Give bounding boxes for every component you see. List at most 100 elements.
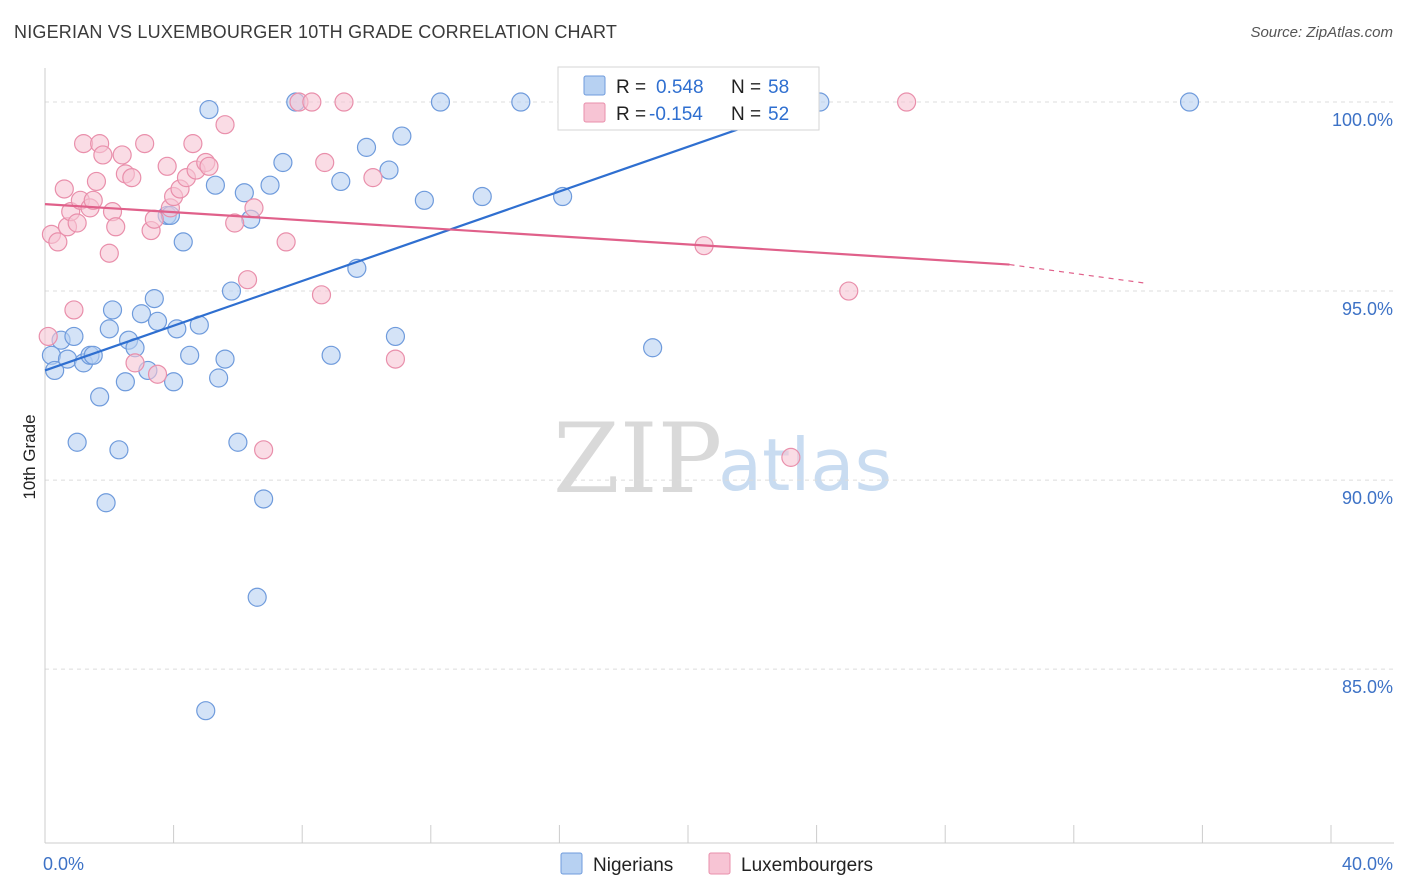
luxembourgers-point: [897, 92, 917, 112]
nigerians-point: [83, 345, 103, 365]
nigerians-point: [356, 137, 377, 157]
y-tick-label: 95.0%: [1342, 299, 1393, 319]
luxembourgers-point: [93, 145, 113, 165]
luxembourgers-point: [38, 326, 58, 347]
luxembourgers-r-label: R =: [616, 104, 646, 125]
nigerians-point: [205, 175, 225, 195]
luxembourgers-point: [157, 156, 177, 176]
trend-lines: [44, 100, 1148, 372]
nigerians-point: [215, 349, 235, 369]
watermark-zip: ZIP: [553, 403, 722, 515]
y-tick-label: 100.0%: [1332, 110, 1393, 130]
watermark-atlas: atlas: [718, 423, 892, 507]
legend-nigerians-swatch: [560, 852, 583, 875]
luxembourgers-trendline: [44, 202, 1010, 266]
nigerians-point: [196, 701, 216, 721]
luxembourgers-point: [363, 168, 383, 188]
nigerians-point: [209, 368, 229, 388]
luxembourgers-point: [237, 270, 258, 290]
luxembourgers-point: [199, 156, 219, 176]
luxembourgers-point: [122, 168, 142, 188]
nigerians-point: [273, 152, 293, 173]
nigerians-point: [392, 126, 412, 146]
x-tick-label: 0.0%: [43, 854, 84, 874]
nigerians-point: [430, 92, 451, 112]
nigerians-point: [144, 289, 164, 309]
nigerians-point: [254, 489, 274, 509]
luxembourgers-point: [106, 217, 126, 237]
luxembourgers-point: [315, 152, 335, 173]
nigerians-point: [228, 432, 248, 452]
nigerians-point: [102, 300, 123, 320]
luxembourgers-point: [334, 92, 354, 112]
luxembourgers-point: [83, 190, 103, 210]
nigerians-point: [164, 372, 184, 392]
x-tick-label: 40.0%: [1342, 854, 1393, 874]
nigerians-point: [321, 345, 341, 365]
nigerians-point: [1179, 92, 1200, 112]
nigerians-point: [221, 281, 242, 301]
nigerians-point: [247, 587, 267, 607]
nigerians-point: [472, 186, 492, 207]
nigerians-point: [511, 92, 531, 112]
luxembourgers-n-value: 52: [768, 104, 789, 125]
luxembourgers-point: [225, 213, 245, 233]
nigerians-n-value: 58: [768, 77, 789, 98]
luxembourgers-point: [311, 285, 332, 305]
nigerians-point: [331, 171, 351, 192]
luxembourgers-r-value: -0.154: [649, 104, 703, 125]
luxembourgers-point: [99, 243, 119, 263]
nigerians-r-label: R =: [616, 77, 646, 98]
luxembourgers-point: [385, 349, 406, 369]
legend-luxembourgers-swatch: [708, 852, 731, 875]
nigerians-r-value: 0.548: [656, 77, 704, 98]
luxembourgers-point: [86, 171, 107, 192]
luxembourgers-point: [302, 92, 322, 112]
luxembourgers-point: [48, 232, 68, 252]
nigerians-point: [115, 372, 135, 392]
luxembourgers-point: [67, 213, 87, 233]
stats-legend: R = 0.548 N = 58 R = -0.154 N = 52: [557, 66, 820, 131]
nigerians-point: [643, 338, 663, 358]
nigerians-point: [147, 311, 168, 331]
source-credit: Source: ZipAtlas.com: [1250, 24, 1393, 41]
series-legend: Nigerians Luxembourgers: [560, 852, 873, 876]
nigerians-point: [173, 232, 193, 252]
y-tick-label: 85.0%: [1342, 677, 1393, 697]
tick-labels: 100.0% 95.0% 90.0% 85.0% 0.0% 40.0%: [43, 110, 1393, 874]
luxembourgers-trendline-extension: [1009, 263, 1148, 285]
luxembourgers-point: [73, 134, 94, 154]
nigerians-point: [379, 160, 399, 180]
luxembourgers-swatch: [583, 102, 606, 123]
luxembourgers-point: [112, 145, 132, 165]
nigerians-point: [199, 99, 219, 120]
legend-luxembourgers-label: Luxembourgers: [741, 855, 873, 876]
luxembourgers-points: [38, 92, 917, 467]
nigerians-point: [414, 190, 434, 210]
nigerians-point: [90, 387, 110, 407]
y-axis-label: 10th Grade: [20, 414, 39, 499]
nigerians-point: [180, 345, 200, 365]
luxembourgers-point: [125, 353, 145, 373]
nigerians-point: [385, 326, 406, 347]
nigerians-point: [67, 432, 87, 452]
axes: [44, 68, 1394, 844]
luxembourgers-point: [244, 198, 264, 218]
nigerians-point: [99, 319, 119, 339]
chart-title: NIGERIAN VS LUXEMBOURGER 10TH GRADE CORR…: [14, 22, 618, 42]
nigerians-trendline: [44, 100, 817, 372]
nigerians-point: [64, 326, 84, 347]
luxembourgers-point: [215, 115, 235, 135]
legend-nigerians-label: Nigerians: [593, 855, 673, 876]
luxembourgers-point: [781, 447, 801, 467]
luxembourgers-point: [147, 364, 168, 384]
luxembourgers-point: [183, 134, 203, 154]
luxembourgers-point: [64, 300, 84, 320]
luxembourgers-n-label: N =: [731, 104, 761, 125]
luxembourgers-point: [54, 179, 74, 199]
luxembourgers-point: [254, 440, 274, 460]
nigerians-point: [131, 304, 152, 324]
luxembourgers-point: [276, 232, 296, 252]
nigerians-swatch: [583, 75, 606, 96]
luxembourgers-point: [144, 209, 164, 229]
